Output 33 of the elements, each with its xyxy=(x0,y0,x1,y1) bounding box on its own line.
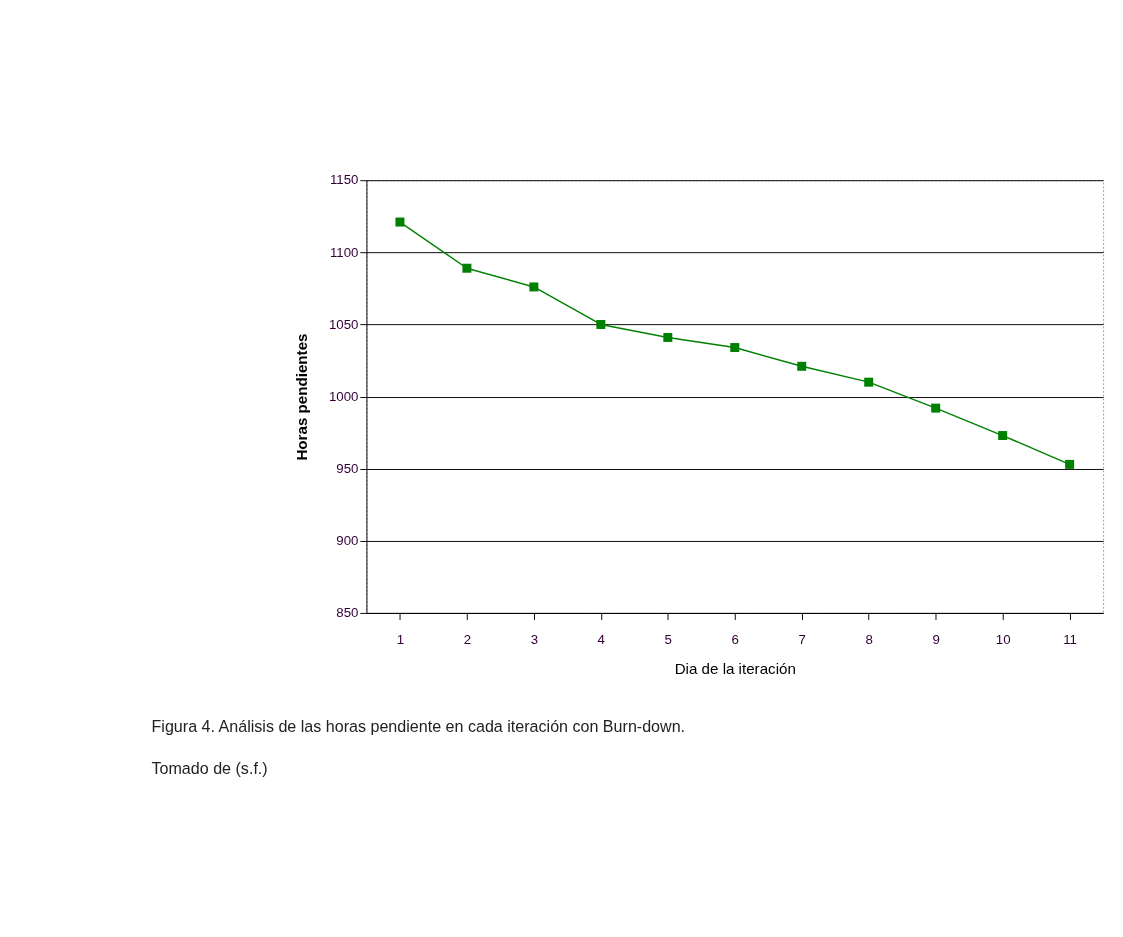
text: Figura 4. Análisis de las horas pendiente en cada iteración con Burn-down. xyxy=(151,716,686,735)
point xyxy=(395,217,405,227)
x-tick-label: 2 xyxy=(463,631,472,647)
x-tick-label: 9 xyxy=(932,631,940,647)
point xyxy=(663,332,673,342)
y-tick-label: 1150 xyxy=(329,172,359,188)
x-tick-label: 6 xyxy=(731,631,739,647)
point xyxy=(864,377,874,387)
x-tick-label: 3 xyxy=(530,631,539,647)
point xyxy=(797,361,807,371)
x-tick-label: 1 xyxy=(396,631,405,647)
x-axis-title: Dia de la iteración xyxy=(674,660,796,678)
point xyxy=(931,403,941,413)
point xyxy=(998,431,1008,441)
x-tick-label: 8 xyxy=(865,631,873,647)
point xyxy=(529,282,539,292)
y-tick-label: 950 xyxy=(336,460,359,476)
x-tick-label: 5 xyxy=(664,631,672,647)
point xyxy=(596,319,606,329)
y-axis-title: Horas pendientes xyxy=(293,333,311,461)
x-tick-label: 11 xyxy=(1063,631,1077,647)
point xyxy=(1065,459,1075,469)
point xyxy=(462,263,472,273)
point xyxy=(730,343,740,353)
x-tick-label: 4 xyxy=(597,631,605,647)
y-tick-label: 900 xyxy=(336,533,359,549)
y-tick-label: 850 xyxy=(336,605,359,621)
y-tick-label: 1050 xyxy=(328,316,359,332)
x-tick-label: 7 xyxy=(798,631,806,647)
y-tick-label: 1000 xyxy=(328,388,359,404)
y-tick-label: 1100 xyxy=(329,244,359,260)
x-tick-label: 10 xyxy=(995,631,1011,647)
text: Tomado de (s.f.) xyxy=(151,759,268,778)
